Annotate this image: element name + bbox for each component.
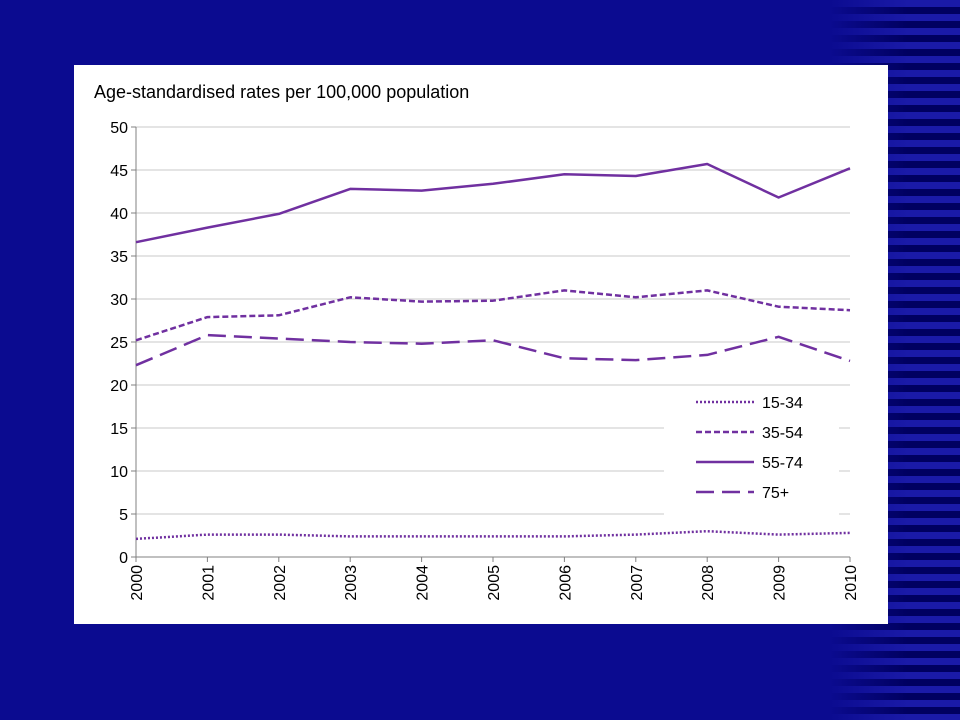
- series-line-55-74: [135, 162, 851, 244]
- y-tick-label: 45: [110, 163, 128, 180]
- x-tick-label: 2002: [272, 565, 289, 601]
- data-point: [563, 535, 565, 537]
- y-tick-label: 50: [110, 120, 128, 137]
- data-point: [706, 163, 708, 165]
- data-point: [563, 357, 565, 359]
- x-tick-label: 2004: [415, 565, 432, 601]
- data-point: [563, 173, 565, 175]
- data-point: [706, 530, 708, 532]
- data-point: [135, 538, 137, 540]
- legend: 15-34 35-54 55-74 75+: [664, 390, 839, 515]
- data-point: [278, 337, 280, 339]
- legend-label: 55-74: [762, 455, 803, 472]
- chart-title: Age-standardised rates per 100,000 popul…: [94, 82, 469, 102]
- series-lines: [135, 162, 851, 541]
- data-point: [278, 213, 280, 215]
- y-tick-label: 40: [110, 206, 128, 223]
- data-point: [777, 196, 779, 198]
- data-point: [135, 241, 137, 243]
- data-point: [563, 289, 565, 291]
- data-point: [492, 183, 494, 185]
- line-chart: Age-standardised rates per 100,000 popul…: [94, 82, 860, 601]
- data-point: [278, 314, 280, 316]
- data-point: [420, 343, 422, 345]
- y-tick-label: 10: [110, 464, 128, 481]
- data-point: [706, 354, 708, 356]
- x-tick-label: 2006: [557, 565, 574, 601]
- data-point: [777, 306, 779, 308]
- data-point: [420, 535, 422, 537]
- data-point: [349, 535, 351, 537]
- data-point: [206, 533, 208, 535]
- x-tick-label: 2010: [843, 565, 860, 601]
- gridlines: [136, 126, 850, 515]
- y-tick-label: 5: [119, 507, 128, 524]
- legend-label: 15-34: [762, 395, 803, 412]
- data-point: [849, 309, 851, 311]
- chart-panel: Age-standardised rates per 100,000 popul…: [74, 65, 888, 624]
- data-point: [492, 339, 494, 341]
- data-point: [849, 167, 851, 169]
- data-point: [635, 296, 637, 298]
- series-line-35-54: [135, 289, 851, 342]
- data-point: [849, 532, 851, 534]
- data-point: [492, 535, 494, 537]
- data-point: [206, 334, 208, 336]
- x-tick-label: 2001: [200, 565, 217, 601]
- y-tick-label: 15: [110, 421, 128, 438]
- series-line-75+: [135, 333, 851, 367]
- y-tick-label: 30: [110, 292, 128, 309]
- legend-label: 75+: [762, 485, 789, 502]
- x-axis-ticks: 2000 2001 2002 2003 2004 2005 2006 2007 2008 2009…: [129, 557, 860, 601]
- data-point: [278, 533, 280, 535]
- data-point: [349, 296, 351, 298]
- data-point: [349, 188, 351, 190]
- x-tick-label: 2009: [772, 565, 789, 601]
- series-line-15-34: [135, 529, 851, 541]
- y-tick-label: 25: [110, 335, 128, 352]
- data-point: [777, 533, 779, 535]
- data-point: [420, 189, 422, 191]
- data-point: [206, 226, 208, 228]
- data-point: [492, 300, 494, 302]
- data-point: [135, 339, 137, 341]
- y-tick-label: 35: [110, 249, 128, 266]
- data-point: [635, 533, 637, 535]
- y-tick-label: 20: [110, 378, 128, 395]
- x-tick-label: 2008: [700, 565, 717, 601]
- data-point: [206, 316, 208, 318]
- x-tick-label: 2000: [129, 565, 146, 601]
- data-point: [420, 300, 422, 302]
- x-tick-label: 2007: [629, 565, 646, 601]
- legend-box: [664, 390, 839, 515]
- x-tick-label: 2005: [486, 565, 503, 601]
- data-point: [135, 364, 137, 366]
- y-tick-label: 0: [119, 550, 128, 567]
- data-point: [849, 360, 851, 362]
- data-point: [349, 341, 351, 343]
- data-point: [706, 289, 708, 291]
- y-axis-ticks: 0 5 10 15 20 25 30 35 40 45 50: [110, 120, 136, 567]
- legend-label: 35-54: [762, 425, 803, 442]
- data-point: [635, 359, 637, 361]
- data-point: [777, 336, 779, 338]
- x-tick-label: 2003: [343, 565, 360, 601]
- data-point: [635, 175, 637, 177]
